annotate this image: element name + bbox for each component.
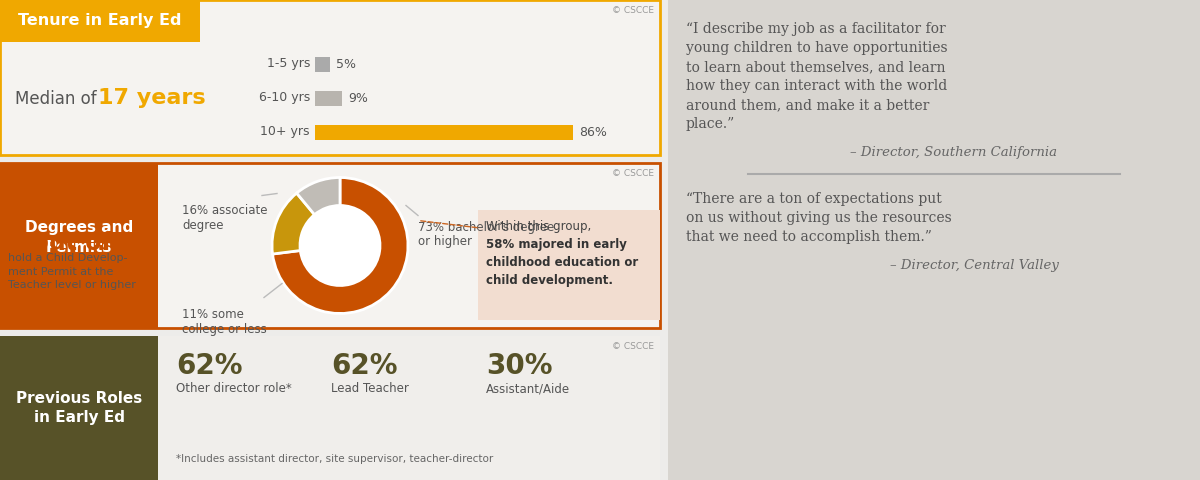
- Wedge shape: [272, 178, 408, 313]
- Bar: [0, 0, 660, 155]
- Text: © CSCCE: © CSCCE: [612, 342, 654, 351]
- Text: Tenure in Early Ed: Tenure in Early Ed: [18, 13, 181, 28]
- Text: Lead Teacher: Lead Teacher: [331, 382, 409, 395]
- Text: 2 out of 3: 2 out of 3: [8, 231, 137, 255]
- Wedge shape: [272, 193, 314, 254]
- Text: 9%: 9%: [348, 92, 368, 105]
- Text: place.”: place.”: [686, 117, 736, 131]
- Text: 6-10 yrs: 6-10 yrs: [259, 92, 310, 105]
- Text: Other director role*: Other director role*: [176, 382, 292, 395]
- Text: 1-5 yrs: 1-5 yrs: [266, 58, 310, 71]
- Bar: [314, 57, 330, 72]
- Bar: [0, 0, 660, 155]
- Bar: [0, 163, 660, 328]
- Text: Degrees and
Permits: Degrees and Permits: [25, 220, 133, 255]
- Text: Within this group,: Within this group,: [486, 220, 592, 233]
- Text: Median of: Median of: [14, 89, 102, 108]
- Bar: [314, 91, 342, 106]
- Text: *Includes assistant director, site supervisor, teacher-director: *Includes assistant director, site super…: [176, 454, 493, 464]
- Bar: [0, 0, 200, 42]
- Text: on us without giving us the resources: on us without giving us the resources: [686, 211, 952, 225]
- Text: © CSCCE: © CSCCE: [612, 169, 654, 178]
- Text: – Director, Central Valley: – Director, Central Valley: [889, 259, 1058, 272]
- Circle shape: [300, 205, 380, 286]
- Text: 62%: 62%: [176, 352, 242, 380]
- Text: Assistant/Aide: Assistant/Aide: [486, 382, 570, 395]
- Text: young children to have opportunities: young children to have opportunities: [686, 41, 948, 55]
- Text: “I describe my job as a facilitator for: “I describe my job as a facilitator for: [686, 22, 946, 36]
- Text: 73% bachelor’s degree
or higher: 73% bachelor’s degree or higher: [418, 220, 554, 249]
- Text: hold a Child Develop-
ment Permit at the
Teacher level or higher: hold a Child Develop- ment Permit at the…: [8, 253, 136, 290]
- Bar: [314, 124, 574, 140]
- Bar: [478, 210, 660, 320]
- Text: to learn about themselves, and learn: to learn about themselves, and learn: [686, 60, 946, 74]
- Text: 17 years: 17 years: [98, 88, 205, 108]
- Text: 86%: 86%: [580, 125, 607, 139]
- Text: Previous Roles
in Early Ed: Previous Roles in Early Ed: [16, 391, 142, 425]
- Text: – Director, Southern California: – Director, Southern California: [851, 146, 1057, 159]
- Text: 11% some
college or less: 11% some college or less: [182, 308, 266, 336]
- Text: © CSCCE: © CSCCE: [612, 6, 654, 15]
- Text: 5%: 5%: [336, 58, 356, 71]
- Bar: [0, 163, 660, 328]
- Text: how they can interact with the world: how they can interact with the world: [686, 79, 947, 93]
- Bar: [0, 336, 158, 480]
- Text: around them, and make it a better: around them, and make it a better: [686, 98, 929, 112]
- Bar: [0, 163, 158, 328]
- Text: “There are a ton of expectations put: “There are a ton of expectations put: [686, 192, 942, 206]
- Bar: [668, 0, 1200, 480]
- Text: 16% associate
degree: 16% associate degree: [182, 204, 268, 231]
- Text: 62%: 62%: [331, 352, 397, 380]
- Text: 30%: 30%: [486, 352, 552, 380]
- Text: that we need to accomplish them.”: that we need to accomplish them.”: [686, 230, 932, 244]
- Bar: [0, 336, 660, 480]
- Wedge shape: [296, 178, 340, 215]
- Text: 58% majored in early
childhood education or
child development.: 58% majored in early childhood education…: [486, 238, 638, 287]
- Text: 10+ yrs: 10+ yrs: [260, 125, 310, 139]
